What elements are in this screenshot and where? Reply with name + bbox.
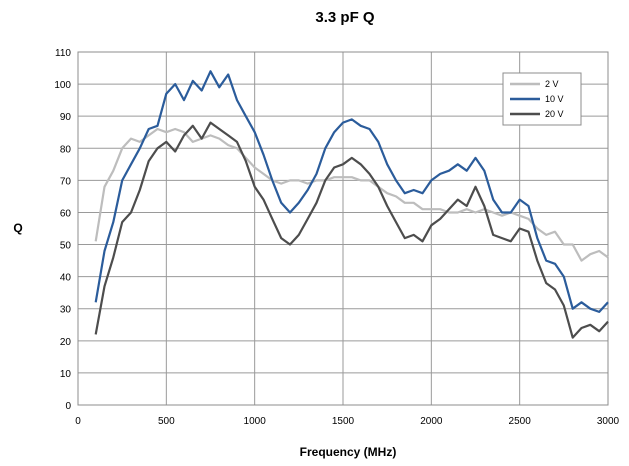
legend-label: 2 V <box>545 79 559 89</box>
y-tick-label: 110 <box>55 48 71 59</box>
y-tick-label: 10 <box>60 369 72 380</box>
series-line-2v <box>94 127 609 262</box>
y-tick-label: 100 <box>54 80 71 91</box>
legend-label: 10 V <box>545 94 564 104</box>
x-tick-label: 1500 <box>332 416 355 427</box>
y-tick-label: 0 <box>65 401 71 412</box>
x-axis-ticks: 0 500 1000 1500 2000 2500 3000 <box>75 416 619 427</box>
y-tick-label: 30 <box>60 305 72 316</box>
x-tick-label: 1000 <box>244 416 267 427</box>
series-line-10v <box>94 70 609 313</box>
x-tick-label: 3000 <box>597 416 620 427</box>
chart-title: 3.3 pF Q <box>315 9 375 26</box>
series-line-20v <box>94 121 609 339</box>
y-tick-label: 80 <box>60 144 72 155</box>
legend-label: 20 V <box>545 109 564 119</box>
series-lines <box>94 70 609 339</box>
y-axis-ticks: 0 10 20 30 40 50 60 70 80 90 100 110 <box>54 48 71 412</box>
x-tick-label: 500 <box>158 416 175 427</box>
y-tick-label: 90 <box>60 112 72 123</box>
y-tick-label: 70 <box>60 176 72 187</box>
y-tick-label: 50 <box>60 241 72 252</box>
x-axis-label: Frequency (MHz) <box>300 445 397 459</box>
y-tick-label: 60 <box>60 208 72 219</box>
x-tick-label: 0 <box>75 416 81 427</box>
x-tick-label: 2000 <box>420 416 443 427</box>
legend: 2 V 10 V 20 V <box>502 72 582 126</box>
plot-area-frame <box>77 51 609 406</box>
y-tick-label: 40 <box>60 273 72 284</box>
x-tick-label: 2500 <box>509 416 532 427</box>
y-axis-label: Q <box>13 221 22 235</box>
y-tick-label: 20 <box>60 337 72 348</box>
